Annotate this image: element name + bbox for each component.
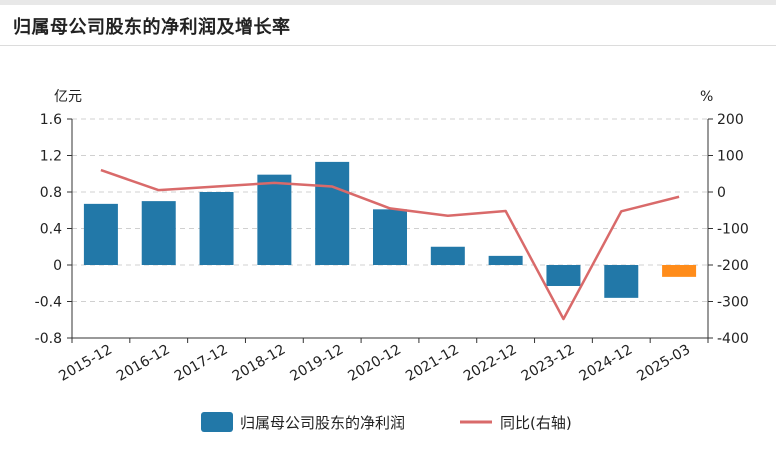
right-tick-label: -200 — [717, 258, 749, 274]
x-tick-label: 2018-12 — [230, 342, 289, 385]
bar — [83, 203, 118, 265]
legend-bar-label: 归属母公司股东的净利润 — [240, 414, 405, 432]
legend-line-label: 同比(右轴) — [500, 414, 572, 432]
bar — [662, 265, 697, 277]
left-tick-label: 1.6 — [40, 112, 62, 128]
bar — [488, 255, 523, 265]
x-tick-label: 2016-12 — [114, 342, 173, 385]
bar — [141, 201, 176, 265]
bar — [315, 161, 350, 265]
x-tick-label: 2025-03 — [634, 342, 693, 385]
x-tick-label: 2020-12 — [345, 342, 404, 385]
top-bar — [0, 0, 776, 5]
left-tick-label: -0.4 — [35, 295, 62, 311]
right-tick-label: 100 — [717, 149, 744, 165]
left-tick-label: 0 — [53, 258, 62, 274]
right-tick-label: -100 — [717, 222, 749, 238]
right-tick-label: 200 — [717, 112, 744, 128]
x-tick-label: 2015-12 — [56, 342, 115, 385]
bar — [199, 192, 234, 265]
x-tick-label: 2017-12 — [172, 342, 231, 385]
left-axis-unit: 亿元 — [54, 89, 82, 105]
x-tick-label: 2022-12 — [461, 342, 520, 385]
yoy-line — [100, 168, 680, 321]
x-tick-label: 2024-12 — [577, 342, 636, 385]
right-tick-label: -300 — [717, 295, 749, 311]
bar — [257, 174, 292, 265]
x-tick-label: 2021-12 — [403, 342, 462, 385]
chart-title: 归属母公司股东的净利润及增长率 — [13, 17, 291, 38]
right-tick-label: 0 — [717, 185, 726, 201]
right-axis-unit: % — [700, 89, 713, 105]
left-tick-label: -0.8 — [35, 331, 62, 347]
bar — [373, 209, 407, 265]
bar — [430, 246, 465, 265]
right-tick-label: -400 — [717, 331, 749, 347]
bar — [546, 265, 581, 286]
left-tick-label: 1.2 — [40, 149, 62, 165]
legend-bar-swatch — [201, 412, 233, 432]
left-tick-label: 0.8 — [40, 185, 62, 201]
title-divider — [0, 45, 776, 46]
bar — [604, 265, 639, 298]
left-tick-label: 0.4 — [40, 222, 62, 238]
x-tick-label: 2019-12 — [288, 342, 347, 385]
x-tick-label: 2023-12 — [519, 342, 578, 385]
